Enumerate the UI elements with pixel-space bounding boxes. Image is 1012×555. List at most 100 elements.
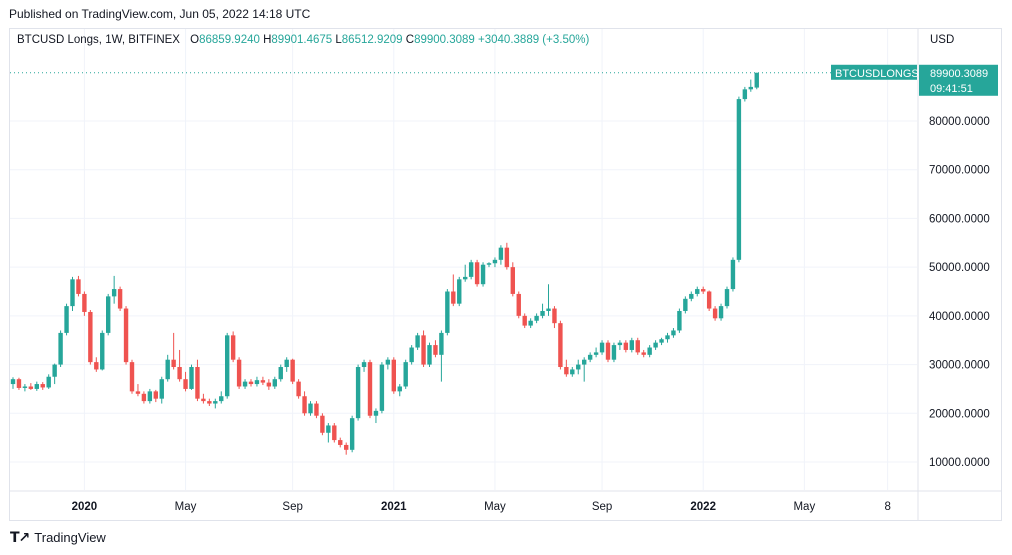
price-axis: 10000.0000 20000.0000 30000.0000 40000.0000…: [917, 29, 990, 520]
candle: [195, 359, 200, 402]
candle: [445, 289, 450, 336]
candle: [701, 286, 706, 294]
candle-body: [28, 386, 34, 389]
candle: [671, 328, 676, 338]
candle: [82, 291, 87, 316]
candle-body: [100, 332, 105, 370]
candle: [439, 330, 444, 382]
candle-body: [308, 403, 313, 414]
candle-body: [40, 384, 45, 388]
candle: [64, 303, 69, 336]
candle-body: [153, 391, 158, 399]
candle: [391, 357, 396, 394]
candle-body: [135, 391, 141, 394]
candle-body: [546, 308, 551, 311]
candle: [58, 330, 63, 368]
candle: [540, 303, 545, 319]
candle: [183, 371, 188, 392]
candle: [724, 286, 730, 309]
candle-body: [689, 293, 694, 299]
candle-body: [320, 415, 325, 433]
currency-label[interactable]: USD: [930, 34, 955, 46]
candle-body: [748, 86, 753, 90]
candle-body: [123, 308, 129, 363]
candle-body: [730, 259, 736, 290]
candle-body: [564, 367, 569, 375]
candle-body: [207, 401, 212, 404]
candle: [70, 276, 75, 311]
candle-body: [183, 379, 188, 389]
symbol-name[interactable]: BTCUSD Longs, 1W, BITFINEX: [17, 34, 180, 46]
brand-name: TradingView: [34, 530, 106, 545]
candle-body: [147, 391, 153, 402]
candle-body: [701, 289, 706, 292]
candle: [689, 291, 694, 302]
candle: [385, 357, 391, 370]
candle: [504, 242, 510, 270]
candle: [10, 377, 16, 389]
candle: [617, 340, 623, 350]
candle-body: [129, 362, 135, 392]
candle: [641, 349, 646, 358]
candle: [355, 364, 361, 421]
candle: [611, 342, 617, 363]
candle-body: [742, 89, 748, 100]
candle-body: [409, 347, 414, 363]
candle-body: [338, 440, 343, 445]
candle: [379, 362, 385, 414]
candle-body: [326, 425, 331, 433]
candle-body: [736, 99, 742, 260]
candle: [111, 275, 117, 304]
candle: [516, 291, 521, 319]
candle-body: [522, 315, 527, 326]
chart-frame[interactable]: [9, 28, 1002, 521]
candle-body: [266, 382, 272, 387]
footer-brand[interactable]: 𝗧↗ TradingView: [10, 529, 106, 546]
candle-body: [58, 332, 63, 365]
open-value: 86859.9240: [199, 34, 260, 46]
candle-body: [219, 396, 224, 402]
candle: [552, 306, 557, 329]
candle: [558, 320, 563, 370]
candle: [718, 303, 724, 321]
candle: [314, 401, 319, 419]
candle: [272, 376, 277, 389]
candle-body: [403, 362, 408, 387]
candle: [207, 398, 212, 406]
candle-body: [665, 335, 670, 340]
candle-body: [159, 379, 164, 399]
candle: [242, 379, 248, 389]
candle-body: [254, 380, 260, 385]
candle: [326, 423, 331, 443]
candle: [34, 381, 39, 391]
candle-body: [379, 364, 385, 411]
candle-body: [677, 310, 682, 331]
candle: [201, 393, 206, 404]
candle-body: [373, 410, 379, 416]
candle: [254, 376, 260, 387]
candle: [712, 306, 718, 321]
candle: [754, 72, 759, 90]
candle-body: [260, 380, 266, 383]
x-tick-label: Sep: [282, 501, 302, 513]
candle-body: [528, 320, 533, 326]
candle-body: [695, 289, 700, 294]
candle: [415, 332, 420, 350]
price-tag: BTCUSDLONGS 89900.3089 09:41:51: [831, 64, 998, 96]
y-tick-label: 50000.0000: [929, 262, 990, 274]
candle-body: [653, 342, 658, 348]
x-tick-label: May: [793, 501, 815, 513]
candle-body: [88, 311, 93, 363]
candle-body: [64, 306, 69, 333]
candle: [659, 337, 664, 346]
grid-lines: [10, 29, 917, 490]
candle-body: [593, 352, 599, 355]
candle: [22, 384, 28, 392]
candle-body: [76, 279, 81, 294]
candle-body: [242, 381, 248, 387]
x-tick-label: Sep: [592, 501, 612, 513]
candle-body: [570, 369, 575, 375]
x-tick-label: 8: [884, 501, 890, 513]
candle-body: [230, 335, 236, 360]
